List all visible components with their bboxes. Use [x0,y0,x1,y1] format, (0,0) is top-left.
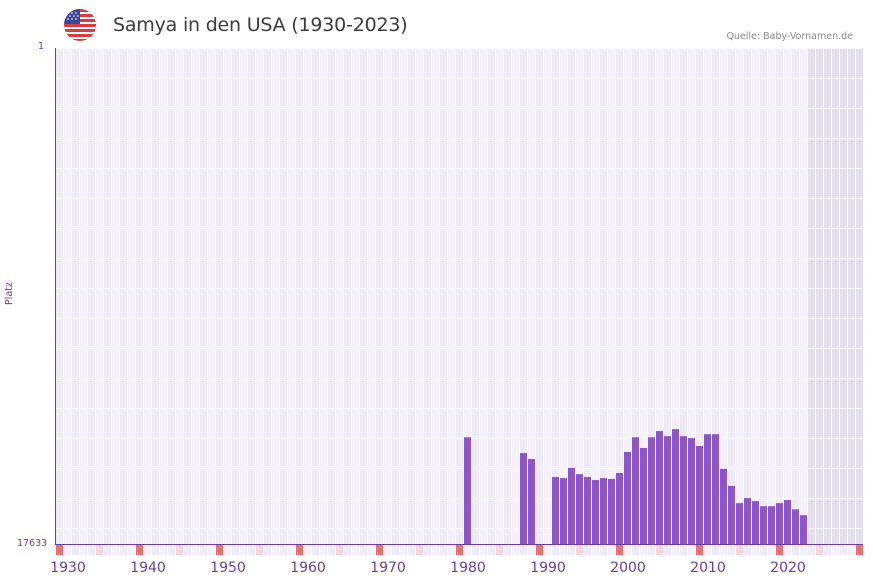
bar-1992 [560,478,567,544]
chart-title: Samya in den USA (1930-2023) [113,14,408,36]
bar-2020 [784,500,791,544]
bar-1999 [616,473,623,544]
usa-flag-icon [64,9,96,41]
x-axis-line [55,544,863,545]
x-axis-label: 2000 [610,560,646,576]
bar-1994 [576,474,583,544]
bar-2007 [680,436,687,544]
bar-2021 [792,509,799,544]
bar-1997 [600,478,607,544]
bar-2010 [704,434,711,544]
bar-2006 [672,429,679,544]
x-axis-label: 2020 [770,560,806,576]
bar-2001 [632,437,639,544]
x-axis-label: 1950 [210,560,246,576]
bar-1996 [592,480,599,544]
bar-1987 [520,453,527,544]
decade-marker-row [56,545,863,555]
x-axis-label: 1930 [50,560,86,576]
bar-1993 [568,467,575,544]
bar-2015 [744,498,751,544]
x-axis-label: 1960 [290,560,326,576]
bar-1988 [528,458,535,544]
x-axis-label: 1980 [450,560,486,576]
bar-2018 [768,506,775,544]
bar-2005 [664,436,671,544]
bar-2004 [656,431,663,544]
y-axis-title: Platz [4,282,15,305]
source-credit: Quelle: Baby-Vornamen.de [726,31,853,42]
bar-2019 [776,503,783,544]
bar-2012 [720,468,727,544]
bar-2002 [640,447,647,544]
bar-2016 [752,501,759,544]
bar-2003 [648,437,655,544]
bar-2009 [696,446,703,544]
y-axis-bottom-label: 17633 [17,538,48,549]
x-axis-labels: 1930 1940 1950 1960 1970 1980 1990 2000 2010 2020 [50,560,863,580]
bar-1991 [552,476,559,544]
bar-2000 [624,451,631,544]
y-axis-top-label: 1 [38,41,45,52]
bar-1998 [608,478,615,544]
bar-2008 [688,438,695,544]
bar-2014 [736,503,743,544]
bar-2017 [760,506,767,544]
bar-2022 [800,515,807,544]
bar-1995 [584,476,591,544]
y-axis-line [55,48,56,545]
bar-1980 [464,437,471,544]
bar-2013 [728,485,735,544]
x-axis-label: 1970 [370,560,406,576]
x-axis-label: 1990 [530,560,566,576]
bar-series [464,429,807,544]
bar-2011 [712,434,719,544]
x-axis-label: 2010 [690,560,726,576]
x-axis-label: 1940 [130,560,166,576]
